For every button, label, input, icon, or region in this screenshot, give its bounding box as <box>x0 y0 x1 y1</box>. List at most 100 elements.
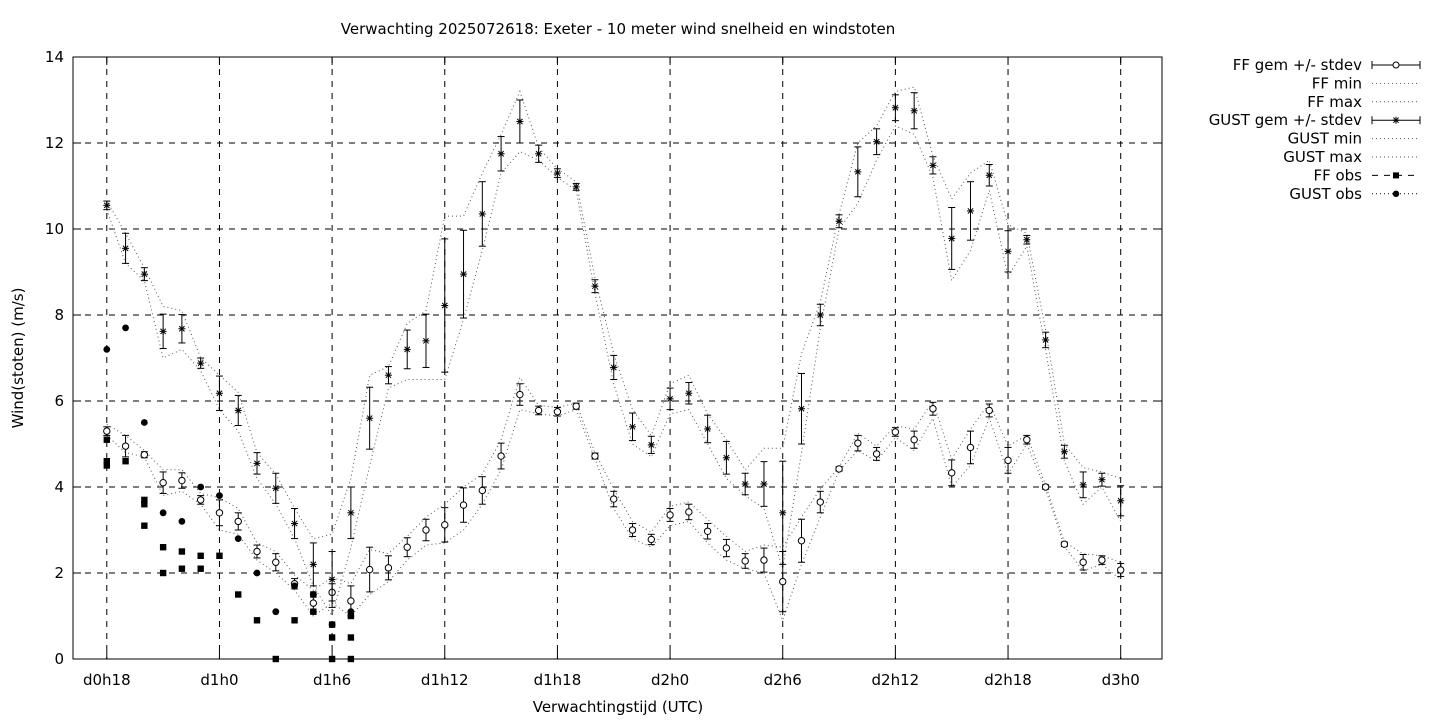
ff-mean-point <box>647 535 655 544</box>
ff-obs-point <box>141 522 148 529</box>
gust-mean-point <box>854 168 862 176</box>
legend-label: FF obs <box>1313 166 1362 184</box>
gust-mean-point <box>779 509 787 517</box>
ff-mean-point <box>272 558 280 566</box>
gust-mean-point <box>985 171 993 179</box>
gust-mean-point <box>760 480 768 488</box>
gust-mean-point <box>516 118 524 125</box>
ff-obs-point <box>328 634 336 641</box>
gust-mean-point <box>478 210 486 218</box>
gust-mean-point <box>497 150 505 158</box>
grid-lines <box>73 57 1162 659</box>
gust-mean-point <box>572 183 580 191</box>
ff-mean-point <box>253 547 261 556</box>
y-tick-label: 0 <box>54 650 64 668</box>
ff-mean-point <box>872 450 881 458</box>
gust-mean-point <box>1098 476 1106 484</box>
ff-obs-point <box>291 617 298 624</box>
ff-obs-point <box>347 634 355 641</box>
ff-obs-point <box>347 612 355 620</box>
gust-mean-point <box>197 359 205 367</box>
x-tick-label: d3h0 <box>1102 671 1140 689</box>
x-tick-label: d0h18 <box>83 671 131 689</box>
gust-mean-point <box>685 389 693 397</box>
y-tick-label: 6 <box>54 392 64 410</box>
gust-obs-point <box>197 483 205 491</box>
gust-min-line <box>106 125 1122 618</box>
y-tick-label: 14 <box>45 48 64 66</box>
ff-obs-point <box>122 458 129 465</box>
gust-obs-point <box>347 608 355 616</box>
gust-mean-point <box>253 459 261 467</box>
gust-obs-point <box>178 518 186 525</box>
ff-mean-point <box>478 486 487 495</box>
ff-mean-point <box>365 565 374 574</box>
legend-swatch-marker <box>1392 61 1400 69</box>
ff-mean-point <box>497 452 505 460</box>
gust-mean-point <box>178 325 186 333</box>
ff-mean-point <box>929 405 937 413</box>
gust-mean-point <box>215 389 223 397</box>
gust-mean-point <box>722 454 730 462</box>
ff-mean-point <box>591 452 599 460</box>
gust-mean-point <box>891 104 899 112</box>
legend-item-ff-mean: FF gem +/- stdev <box>1233 56 1421 74</box>
ff-mean-point <box>534 406 543 415</box>
gust-mean-point <box>610 363 618 371</box>
ff-obs-point <box>103 436 110 443</box>
gust-obs-point <box>253 569 261 577</box>
ff-mean-point <box>816 498 824 506</box>
legend-label: FF min <box>1312 74 1362 92</box>
gust-mean-point <box>159 327 167 335</box>
ff-mean-point <box>1060 540 1069 548</box>
ff-mean-point <box>1116 566 1125 574</box>
gust-mean-point <box>441 302 449 310</box>
legend-item-ff-max: FF max <box>1307 93 1420 111</box>
gust-mean-point <box>1060 448 1068 456</box>
legend-item-gust-min: GUST min <box>1288 130 1420 148</box>
gust-mean-point <box>309 560 317 568</box>
ff-mean-point <box>760 556 768 564</box>
ff-mean-point <box>309 599 318 607</box>
ff-mean-point <box>966 443 975 452</box>
ff-obs-point <box>141 501 148 508</box>
x-tick-label: d2h12 <box>872 671 920 689</box>
ff-obs-point <box>235 591 242 598</box>
x-axis-label: Verwachtingstijd (UTC) <box>533 698 704 716</box>
ff-obs-point <box>103 462 110 469</box>
plot-series <box>103 86 1125 663</box>
gust-mean-point <box>1023 236 1031 244</box>
ff-mean-point <box>403 543 411 551</box>
y-tick-label: 2 <box>54 564 64 582</box>
ff-obs-point <box>103 458 110 465</box>
gust-obs-point <box>159 509 167 517</box>
ff-mean-point <box>703 527 712 535</box>
ff-mean-point <box>722 544 731 552</box>
ff-obs-point <box>253 617 261 624</box>
gust-mean-point <box>384 371 392 379</box>
legend-swatch-marker <box>1392 190 1400 197</box>
y-tick-label: 12 <box>45 134 64 152</box>
ff-mean-point <box>103 427 111 435</box>
gust-mean-point <box>535 150 543 158</box>
legend-label: GUST min <box>1288 130 1362 148</box>
ff-mean-point <box>854 439 862 447</box>
legend-label: GUST obs <box>1289 185 1362 203</box>
ff-mean-point <box>910 436 918 444</box>
gust-mean-point <box>948 234 956 242</box>
ff-obs-point <box>141 496 148 504</box>
y-tick-label: 4 <box>54 478 64 496</box>
gust-mean-point <box>816 311 824 319</box>
ff-mean-point <box>797 537 806 545</box>
ff-mean-point <box>159 479 167 487</box>
gust-mean-point <box>366 414 374 422</box>
gust-mean-point <box>103 201 111 209</box>
ff-mean-point <box>347 597 355 605</box>
legend-label: FF max <box>1307 93 1362 111</box>
ff-mean-point <box>234 517 242 526</box>
ff-obs-point <box>178 565 186 572</box>
ff-mean-point <box>985 406 993 415</box>
ff-mean-point <box>1004 456 1012 465</box>
ff-obs-point <box>216 552 223 559</box>
